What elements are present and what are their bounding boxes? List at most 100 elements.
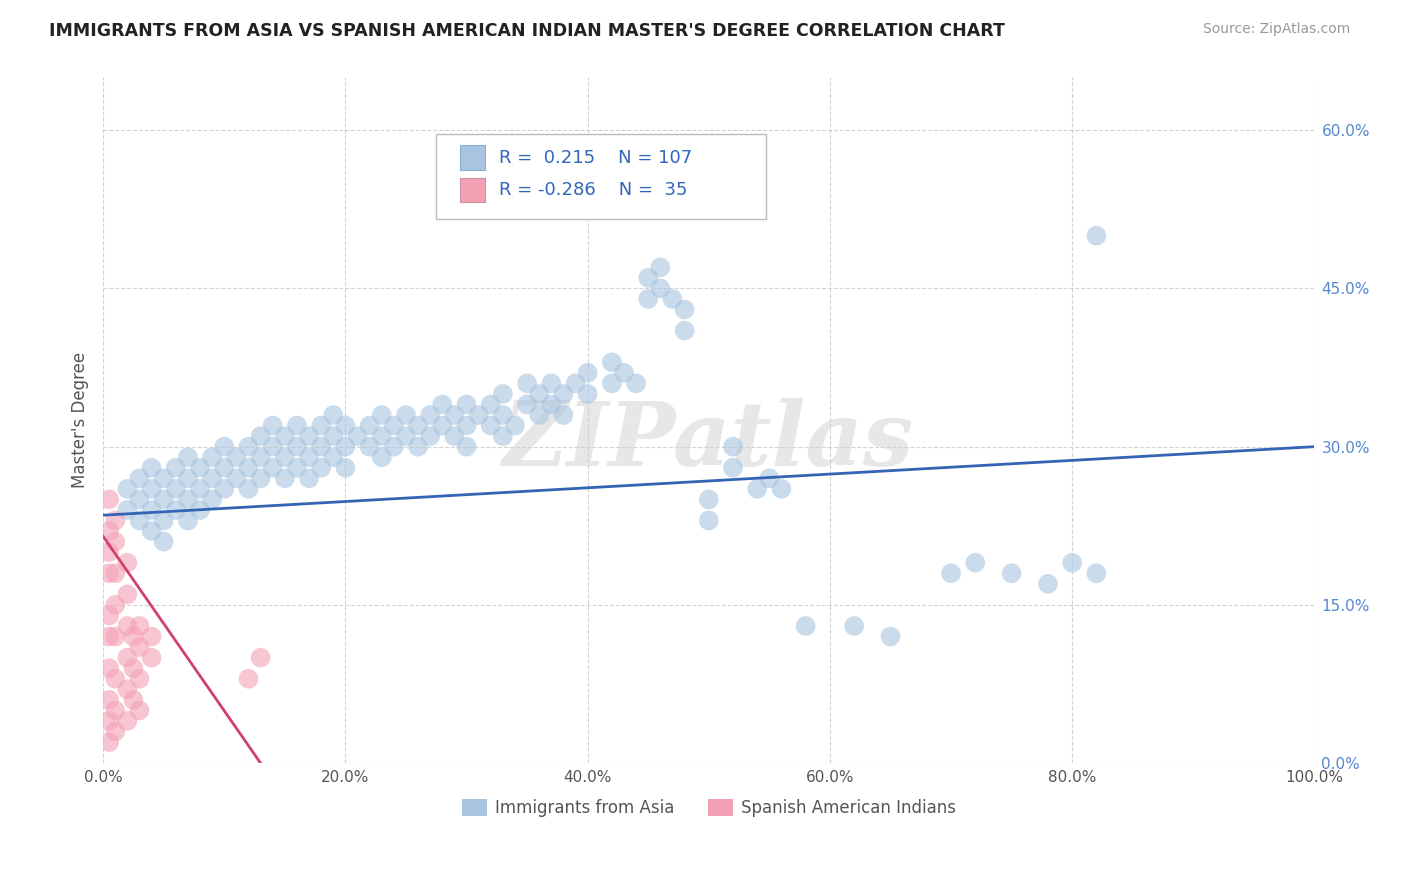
Point (298, 450, 321, 465)
Point (238, 440, 260, 454)
Point (395, 429, 418, 443)
Point (98, 735, 121, 749)
Point (152, 492, 174, 507)
Point (844, 619, 866, 633)
Point (456, 418, 478, 433)
Point (564, 376, 586, 391)
Point (553, 387, 575, 401)
Point (540, 397, 562, 411)
Text: IMMIGRANTS FROM ASIA VS SPANISH AMERICAN INDIAN MASTER'S DEGREE CORRELATION CHAR: IMMIGRANTS FROM ASIA VS SPANISH AMERICAN… (49, 22, 1005, 40)
Point (152, 514, 174, 528)
Point (98, 661, 121, 675)
Point (540, 376, 562, 391)
Point (141, 524, 163, 538)
Point (262, 460, 284, 475)
Point (576, 387, 599, 401)
Text: R =  0.215    N = 107: R = 0.215 N = 107 (499, 149, 692, 167)
Y-axis label: Master's Degree: Master's Degree (72, 352, 89, 488)
Point (322, 408, 344, 422)
Text: R = -0.286    N =  35: R = -0.286 N = 35 (499, 181, 688, 199)
Point (104, 630, 127, 644)
Point (661, 292, 683, 306)
Point (225, 450, 247, 465)
Point (225, 471, 247, 485)
Point (650, 260, 672, 275)
Point (309, 440, 332, 454)
Point (529, 408, 551, 422)
Text: Source: ZipAtlas.com: Source: ZipAtlas.com (1202, 22, 1350, 37)
Point (467, 408, 489, 422)
Point (128, 619, 150, 633)
Point (456, 440, 478, 454)
Point (673, 197, 696, 211)
Point (238, 482, 260, 496)
Point (249, 450, 271, 465)
Point (419, 429, 441, 443)
Point (177, 514, 200, 528)
Point (177, 492, 200, 507)
Point (516, 376, 538, 391)
Point (794, 619, 817, 633)
Point (492, 408, 515, 422)
Point (637, 292, 659, 306)
Point (141, 650, 163, 665)
Point (104, 703, 127, 717)
Point (262, 440, 284, 454)
Point (188, 460, 211, 475)
Point (117, 714, 139, 728)
Point (371, 450, 394, 465)
Point (98, 492, 121, 507)
Legend: Immigrants from Asia, Spanish American Indians: Immigrants from Asia, Spanish American I… (456, 792, 963, 823)
Point (141, 460, 163, 475)
Point (335, 460, 357, 475)
Point (335, 418, 357, 433)
Point (98, 693, 121, 707)
Point (165, 482, 187, 496)
Point (249, 471, 271, 485)
Point (382, 440, 405, 454)
Point (443, 429, 465, 443)
Point (152, 471, 174, 485)
Point (128, 672, 150, 686)
Point (201, 450, 224, 465)
Point (673, 302, 696, 317)
Point (406, 440, 429, 454)
Point (553, 408, 575, 422)
Point (432, 418, 454, 433)
Point (201, 492, 224, 507)
Point (104, 724, 127, 739)
Point (939, 566, 962, 581)
Point (285, 440, 308, 454)
Point (309, 460, 332, 475)
Point (624, 376, 647, 391)
Point (382, 418, 405, 433)
Point (122, 661, 145, 675)
Point (141, 630, 163, 644)
Point (188, 503, 211, 517)
Point (697, 492, 720, 507)
Point (576, 366, 599, 380)
Point (98, 630, 121, 644)
Point (673, 176, 696, 190)
Point (122, 630, 145, 644)
Point (262, 418, 284, 433)
Point (177, 471, 200, 485)
Point (274, 429, 297, 443)
Point (117, 556, 139, 570)
Point (201, 471, 224, 485)
Point (650, 281, 672, 295)
Point (104, 566, 127, 581)
Point (98, 566, 121, 581)
Point (104, 598, 127, 612)
Point (479, 397, 502, 411)
Point (128, 640, 150, 654)
Point (335, 440, 357, 454)
Point (98, 714, 121, 728)
Point (98, 545, 121, 559)
Point (432, 397, 454, 411)
Point (128, 514, 150, 528)
Point (141, 482, 163, 496)
Point (117, 482, 139, 496)
Point (371, 408, 394, 422)
Point (965, 556, 987, 570)
